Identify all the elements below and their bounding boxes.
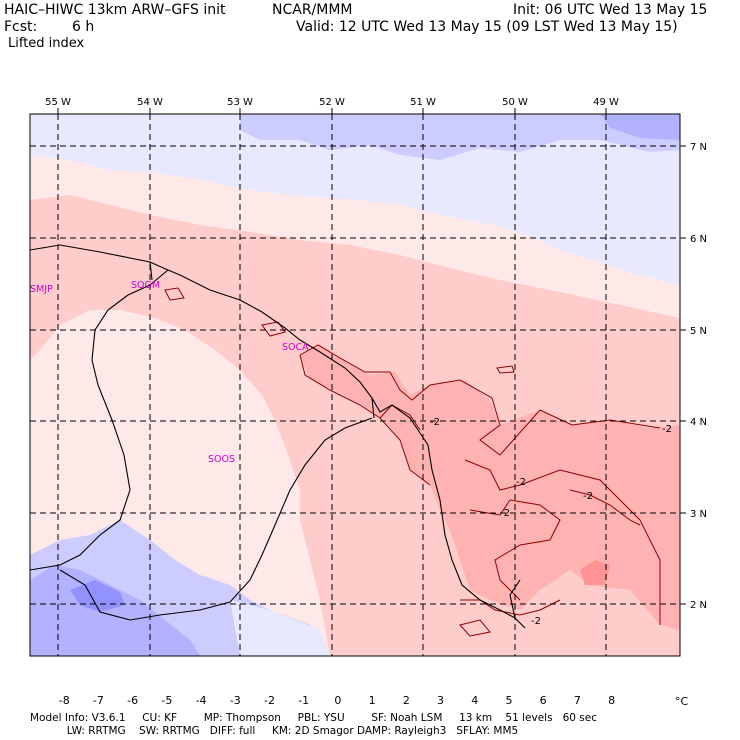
footer-line-1: Model Info: V3.6.1 CU: KF MP: Thompson P… bbox=[30, 712, 597, 724]
colorbar-tick-label: 6 bbox=[539, 694, 547, 707]
colorbar-tick-label: 5 bbox=[505, 694, 513, 707]
lon-label: 50 W bbox=[502, 97, 528, 108]
contour-label: -2 bbox=[500, 508, 510, 519]
valid-time: Valid: 12 UTC Wed 13 May 15 (09 LST Wed … bbox=[296, 19, 678, 35]
colorbar-tick-label: -4 bbox=[195, 694, 207, 707]
lat-label: 4 N bbox=[690, 417, 707, 428]
colorbar-tick-label: -5 bbox=[161, 694, 173, 707]
lat-label: 6 N bbox=[690, 234, 707, 245]
fcst-label: Fcst: bbox=[4, 19, 38, 35]
lon-labels: 55 W 54 W 53 W 52 W 51 W 50 W 49 W bbox=[45, 97, 619, 108]
lon-label: 49 W bbox=[593, 97, 619, 108]
colorbar-tick-label: 4 bbox=[471, 694, 479, 707]
contour-value-labels: -2 -2 -2 -2 -2 -2 bbox=[430, 417, 672, 627]
contour-label: -2 bbox=[531, 616, 541, 627]
field-name: Lifted index bbox=[8, 36, 85, 51]
init-time: Init: 06 UTC Wed 13 May 15 bbox=[513, 2, 708, 18]
lon-label: 55 W bbox=[45, 97, 71, 108]
colorbar-tick-label: 0 bbox=[334, 694, 342, 707]
lat-label: 2 N bbox=[690, 600, 707, 611]
colorbar-tick-label: -6 bbox=[127, 694, 139, 707]
colorbar-tick-label: 1 bbox=[368, 694, 376, 707]
lon-label: 52 W bbox=[319, 97, 345, 108]
lat-labels: 7 N 6 N 5 N 4 N 3 N 2 N bbox=[690, 142, 707, 611]
contour-label: -2 bbox=[430, 417, 440, 428]
footer-line-2: LW: RRTMG SW: RRTMG DIFF: full KM: 2D Sm… bbox=[30, 725, 519, 737]
colorbar-tick-label: -1 bbox=[298, 694, 310, 707]
colorbar-tick-label: 2 bbox=[402, 694, 410, 707]
lifted-index-field bbox=[30, 114, 680, 656]
colorbar-tick-label: 3 bbox=[437, 694, 445, 707]
map-frame bbox=[29, 113, 681, 657]
colorbar-tick-label: -7 bbox=[92, 694, 104, 707]
station-sogm: SOGM bbox=[131, 280, 160, 291]
colorbar-tick-label: 8 bbox=[608, 694, 616, 707]
colorbar-tick-label: -3 bbox=[229, 694, 241, 707]
contour-label: -2 bbox=[662, 424, 672, 435]
colorbar-tick-label: 7 bbox=[573, 694, 581, 707]
lat-label: 7 N bbox=[690, 142, 707, 153]
lat-lon-grid bbox=[30, 114, 680, 656]
colorbar-tick-label: -8 bbox=[58, 694, 70, 707]
station-smjp: SMJP bbox=[30, 284, 53, 295]
lon-label: 54 W bbox=[137, 97, 163, 108]
model-title: HAIC–HIWC 13km ARW–GFS init bbox=[4, 2, 226, 18]
contour-label: -2 bbox=[516, 477, 526, 488]
contour-label: -2 bbox=[583, 491, 593, 502]
station-soca: SOCA bbox=[282, 342, 309, 353]
lon-label: 53 W bbox=[227, 97, 253, 108]
lat-label: 5 N bbox=[690, 326, 707, 337]
colorbar-tick-label: -2 bbox=[263, 694, 275, 707]
frame-ticks bbox=[57, 108, 686, 605]
station-labels: SMJP SOGM SOCA SOOS bbox=[30, 280, 309, 465]
center-label: NCAR/MMM bbox=[272, 2, 353, 18]
station-soos: SOOS bbox=[208, 454, 235, 465]
fcst-value: 6 h bbox=[72, 19, 95, 35]
colorbar-unit: °C bbox=[675, 695, 689, 708]
lat-label: 3 N bbox=[690, 509, 707, 520]
coastlines bbox=[29, 244, 526, 629]
lon-label: 51 W bbox=[410, 97, 436, 108]
contour-lines bbox=[164, 287, 661, 637]
map-figure: 55 W 54 W 53 W 52 W 51 W 50 W 49 W 7 N 6… bbox=[29, 97, 707, 657]
